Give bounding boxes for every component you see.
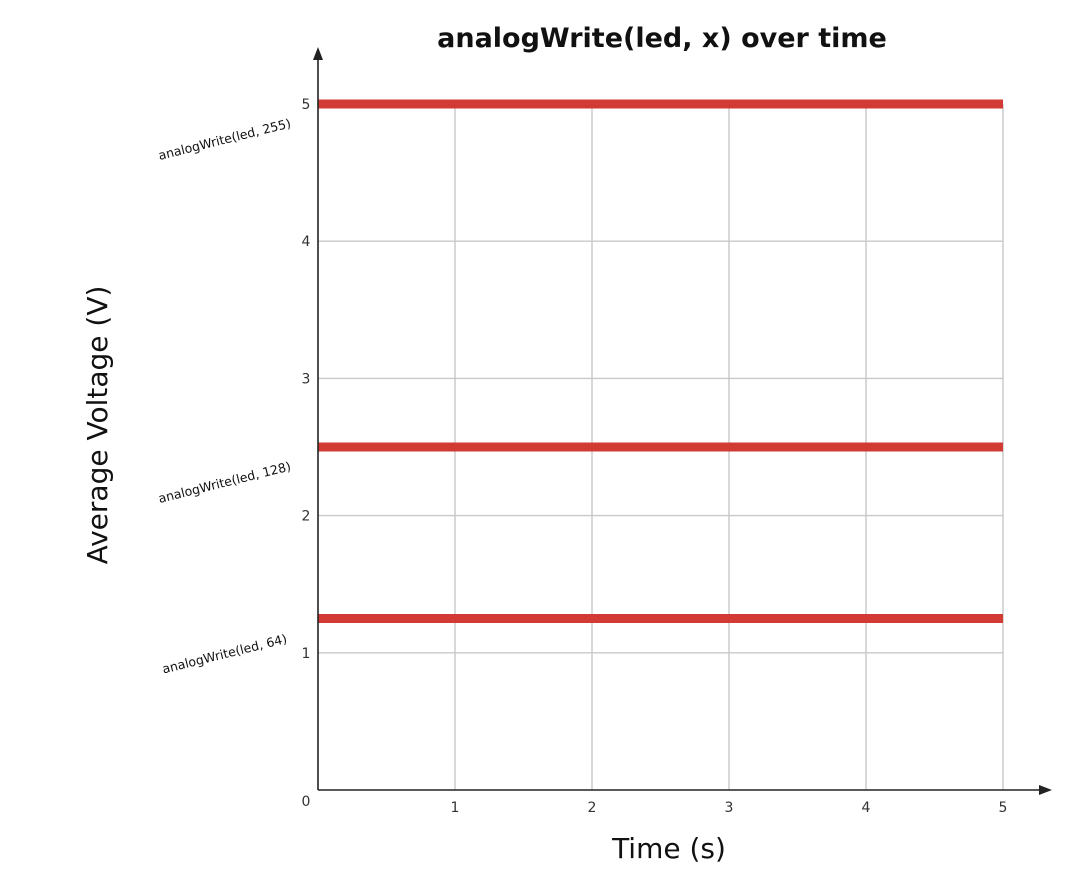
y-axis-label: Average Voltage (V) (81, 286, 114, 565)
chart-title: analogWrite(led, x) over time (437, 23, 887, 54)
y-tick-label: 3 (302, 371, 311, 387)
y-tick-labels: 1 2 3 4 5 (302, 97, 311, 662)
x-tick-label: 2 (588, 800, 597, 816)
axes (313, 47, 1052, 795)
x-tick-label: 1 (451, 800, 460, 816)
x-axis-arrow-icon (1039, 785, 1052, 795)
x-tick-labels: 0 1 2 3 4 5 (302, 794, 1008, 816)
x-tick-label: 3 (725, 800, 734, 816)
y-axis-arrow-icon (313, 47, 323, 60)
y-tick-label: 4 (302, 234, 311, 250)
series-label: analogWrite(led, 255) (157, 115, 293, 162)
series-label: analogWrite(led, 128) (157, 458, 293, 505)
y-tick-label: 5 (302, 97, 311, 113)
series-lines (318, 99, 1003, 623)
y-tick-label: 1 (302, 646, 311, 662)
x-axis-label: Time (s) (611, 832, 726, 865)
x-tick-label: 0 (302, 794, 311, 810)
x-tick-label: 5 (999, 800, 1008, 816)
series-labels: analogWrite(led, 255) analogWrite(led, 12… (157, 115, 293, 676)
y-tick-label: 2 (302, 509, 311, 525)
x-tick-label: 4 (862, 800, 871, 816)
series-label: analogWrite(led, 64) (161, 631, 289, 677)
